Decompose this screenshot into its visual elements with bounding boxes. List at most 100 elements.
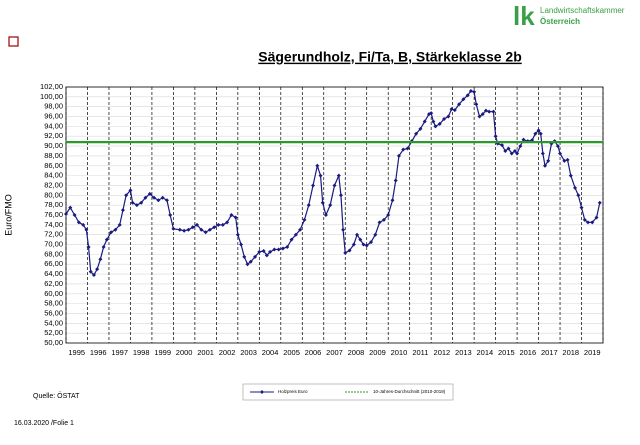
- data-point: [396, 153, 401, 158]
- data-point: [573, 185, 578, 190]
- data-point: [203, 230, 208, 235]
- x-tick-label: 1998: [133, 348, 150, 357]
- logo-line2: Österreich: [540, 17, 580, 26]
- x-tick-label: 2018: [562, 348, 579, 357]
- data-point: [109, 230, 114, 235]
- data-point: [500, 143, 505, 148]
- data-point: [468, 88, 473, 93]
- data-point: [521, 137, 526, 142]
- data-point: [472, 89, 477, 94]
- data-point: [239, 242, 244, 247]
- data-point: [84, 227, 89, 232]
- data-point: [245, 262, 250, 267]
- data-point: [199, 227, 204, 232]
- data-point: [422, 119, 427, 124]
- data-point: [543, 163, 548, 168]
- data-point: [597, 200, 602, 205]
- data-point: [393, 178, 398, 183]
- data-point: [186, 227, 191, 232]
- data-point: [338, 193, 343, 198]
- data-point: [233, 215, 238, 220]
- data-point: [91, 273, 96, 278]
- data-point: [225, 220, 230, 225]
- x-tick-label: 1999: [154, 348, 171, 357]
- data-point: [364, 243, 369, 248]
- data-point: [343, 250, 348, 255]
- data-point: [336, 173, 341, 178]
- y-tick-label: 54,00: [44, 318, 63, 327]
- data-point: [72, 213, 77, 217]
- x-tick-label: 2017: [541, 348, 558, 357]
- data-point: [64, 212, 68, 217]
- x-tick-label: 2008: [348, 348, 365, 357]
- data-point: [546, 158, 551, 163]
- data-point: [315, 163, 320, 168]
- data-point: [437, 121, 442, 126]
- data-point: [248, 259, 253, 264]
- data-point: [509, 151, 514, 156]
- data-point: [264, 253, 269, 258]
- data-point: [95, 267, 100, 272]
- y-tick-label: 60,00: [44, 289, 63, 298]
- data-point: [477, 114, 482, 119]
- data-point: [351, 242, 356, 247]
- x-tick-label: 1996: [90, 348, 107, 357]
- data-point: [261, 248, 266, 253]
- data-point: [582, 217, 587, 222]
- data-point: [168, 213, 173, 217]
- data-point: [98, 257, 103, 262]
- data-point: [160, 195, 165, 200]
- data-point: [418, 126, 423, 131]
- data-point: [373, 232, 378, 237]
- data-point: [433, 124, 438, 129]
- y-tick-label: 58,00: [44, 299, 63, 308]
- plot: 50,0052,0054,0056,0058,0060,0062,0064,00…: [40, 82, 604, 357]
- data-point: [86, 245, 91, 249]
- data-point: [449, 107, 454, 112]
- chart-title: Sägerundholz, Fi/Ta, B, Stärkeklasse 2b: [258, 49, 522, 65]
- data-point: [285, 245, 290, 249]
- data-point: [128, 188, 133, 193]
- y-tick-label: 72,00: [44, 230, 63, 239]
- data-point: [533, 131, 538, 136]
- data-point: [381, 217, 386, 222]
- y-tick-label: 94,00: [44, 121, 63, 130]
- x-tick-label: 2007: [326, 348, 343, 357]
- data-point: [195, 222, 200, 227]
- logo-line1: Landwirtschaftskammer: [540, 6, 625, 15]
- data-point: [540, 151, 545, 156]
- data-point: [568, 173, 573, 178]
- data-point: [332, 183, 337, 188]
- y-tick-label: 100,00: [40, 92, 63, 101]
- data-point: [134, 203, 139, 208]
- data-point: [576, 193, 581, 198]
- x-tick-label: 1995: [68, 348, 85, 357]
- data-point: [512, 149, 517, 153]
- data-point: [585, 220, 590, 225]
- x-tick-label: 2011: [412, 348, 428, 357]
- y-tick-label: 102,00: [40, 82, 63, 91]
- data-point: [101, 245, 106, 249]
- data-point: [190, 225, 195, 230]
- data-point: [68, 205, 73, 210]
- data-point: [536, 128, 541, 133]
- data-point: [182, 228, 187, 233]
- data-point: [113, 227, 118, 232]
- data-point: [579, 205, 584, 210]
- data-point: [104, 237, 109, 242]
- y-tick-label: 74,00: [44, 220, 63, 229]
- data-point: [515, 151, 520, 156]
- data-point: [120, 208, 125, 213]
- data-point: [401, 147, 406, 152]
- data-point: [289, 237, 294, 242]
- data-point: [555, 144, 560, 149]
- data-point: [139, 200, 144, 205]
- x-tick-label: 2019: [584, 348, 601, 357]
- y-tick-label: 88,00: [44, 151, 63, 160]
- data-point: [442, 117, 447, 121]
- y-tick-label: 80,00: [44, 190, 63, 199]
- x-tick-label: 2009: [369, 348, 386, 357]
- data-point: [377, 220, 382, 225]
- data-point: [229, 213, 234, 217]
